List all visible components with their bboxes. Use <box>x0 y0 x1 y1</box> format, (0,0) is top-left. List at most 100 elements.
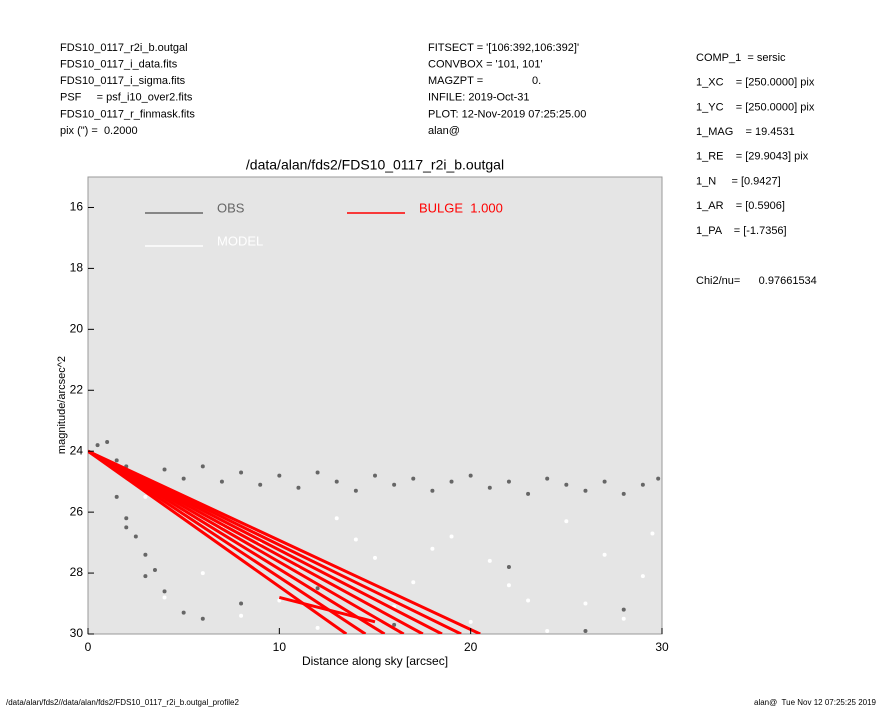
data-point <box>430 488 435 493</box>
fit-parameter: 1_XC = [250.0000] pix <box>696 77 815 89</box>
y-tick-label: 20 <box>70 322 84 336</box>
y-tick-label: 24 <box>70 443 84 457</box>
data-point <box>656 476 661 481</box>
header-line: MAGZPT = 0. <box>428 75 541 87</box>
data-point <box>152 568 157 573</box>
data-point <box>449 479 454 484</box>
data-point <box>239 470 244 475</box>
data-point <box>564 519 569 524</box>
data-point <box>621 607 626 612</box>
data-point <box>640 482 645 487</box>
x-tick-label: 0 <box>85 640 92 654</box>
data-point <box>200 571 205 576</box>
data-point <box>296 485 301 490</box>
data-point <box>114 458 119 463</box>
data-point <box>200 464 205 469</box>
data-point <box>219 479 224 484</box>
fit-parameter: 1_MAG = 19.4531 <box>696 126 795 138</box>
data-point <box>583 628 588 633</box>
model-line <box>88 449 386 634</box>
data-point <box>526 491 531 496</box>
data-point <box>162 595 167 600</box>
y-tick-label: 28 <box>70 565 84 579</box>
fit-parameter: 1_AR = [0.5906] <box>696 200 785 212</box>
data-point <box>95 443 100 448</box>
model-line <box>88 449 443 634</box>
data-point <box>373 473 377 478</box>
data-point <box>200 616 205 621</box>
data-point <box>411 476 416 481</box>
header-line: FDS10_0117_i_sigma.fits <box>60 75 186 87</box>
data-point <box>602 479 607 484</box>
y-tick-label: 30 <box>70 626 84 640</box>
data-point <box>650 531 655 536</box>
x-axis-label: Distance along sky [arcsec] <box>302 654 448 668</box>
data-point <box>506 564 511 569</box>
y-tick-label: 16 <box>70 200 84 214</box>
data-point <box>143 574 148 579</box>
header-line: alan@ <box>428 125 460 137</box>
x-tick-label: 30 <box>655 640 669 654</box>
data-point <box>487 558 492 563</box>
data-point <box>430 546 435 551</box>
chi2: Chi2/nu= 0.97661534 <box>696 275 817 287</box>
fit-parameter: 1_N = [0.9427] <box>696 175 781 187</box>
data-point <box>334 516 339 521</box>
data-point <box>239 601 244 606</box>
legend-label: MODEL <box>217 233 263 248</box>
header-line: PSF = psf_i10_over2.fits <box>60 92 193 104</box>
fit-parameter: 1_RE = [29.9043] pix <box>696 151 809 163</box>
data-point <box>583 601 588 606</box>
y-tick-label: 22 <box>70 382 84 396</box>
legend-label: BULGE 1.000 <box>419 200 503 215</box>
header-line: FDS10_0117_i_data.fits <box>60 59 178 71</box>
data-point <box>545 628 550 633</box>
y-tick-label: 26 <box>70 504 84 518</box>
header-line: INFILE: 2019-Oct-31 <box>428 92 530 104</box>
data-point <box>468 473 473 478</box>
y-axis-label: magnitude/arcsec^2 <box>56 356 68 454</box>
data-point <box>239 613 244 618</box>
fit-parameter: 1_YC = [250.0000] pix <box>696 101 815 113</box>
data-point <box>105 440 110 445</box>
fit-parameter: COMP_1 = sersic <box>696 52 786 64</box>
header-line: FDS10_0117_r2i_b.outgal <box>60 42 188 54</box>
data-point <box>487 485 492 490</box>
data-point <box>602 552 607 557</box>
data-point <box>162 467 167 472</box>
header-line: pix (") = 0.2000 <box>60 125 138 137</box>
data-point <box>392 482 397 487</box>
header-line: PLOT: 12-Nov-2019 07:25:25.00 <box>428 108 586 120</box>
x-tick-label: 20 <box>464 640 478 654</box>
data-point <box>411 580 416 585</box>
data-point <box>392 622 397 627</box>
data-point <box>373 555 377 560</box>
chart-title: /data/alan/fds2/FDS10_0117_r2i_b.outgal <box>246 157 504 173</box>
data-point <box>621 491 626 496</box>
data-point <box>334 479 339 484</box>
data-point <box>564 482 569 487</box>
data-point <box>640 574 645 579</box>
data-point <box>621 616 626 621</box>
model-line <box>88 449 424 634</box>
data-point <box>277 598 282 603</box>
model-line <box>88 449 405 634</box>
footer-right: alan@ Tue Nov 12 07:25:25 2019 <box>754 698 877 707</box>
data-point <box>124 525 129 530</box>
data-point <box>353 537 358 542</box>
data-point <box>162 589 167 594</box>
x-tick-label: 10 <box>273 640 287 654</box>
data-point <box>506 583 511 588</box>
data-point <box>133 534 138 539</box>
data-point <box>526 598 531 603</box>
data-point <box>181 610 186 615</box>
data-point <box>315 470 320 475</box>
header-line: FDS10_0117_r_finmask.fits <box>60 108 195 120</box>
plot-marks <box>88 440 661 634</box>
fit-parameter: 1_PA = [-1.7356] <box>696 225 787 237</box>
data-point <box>315 625 320 630</box>
data-point <box>258 482 263 487</box>
data-point <box>583 488 588 493</box>
